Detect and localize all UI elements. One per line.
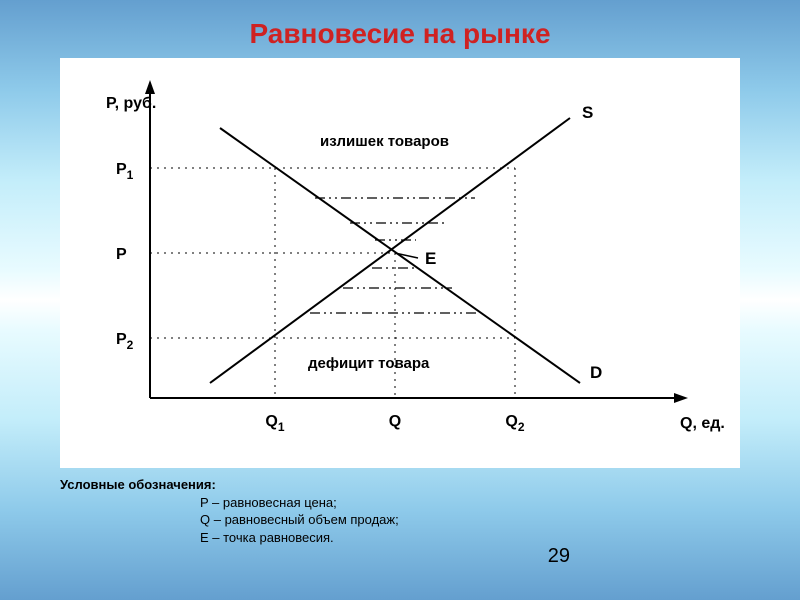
svg-text:Q1: Q1 [265, 413, 284, 434]
legend-line: Q – равновесный объем продаж; [200, 511, 800, 529]
slide-title: Равновесие на рынке [0, 0, 800, 50]
y-axis-label: P, руб. [106, 95, 156, 112]
equilibrium-chart: P, руб. Q, ед. S D E излишек товаров деф… [60, 58, 740, 468]
supply-line [210, 118, 570, 383]
page-number: 29 [548, 545, 570, 568]
svg-text:P2: P2 [116, 331, 134, 352]
y-ticks: P1 P P2 [116, 161, 134, 352]
legend-line: E – точка равновесия. [200, 529, 800, 547]
x-axis-label: Q, ед. [680, 415, 725, 432]
supply-label: S [582, 103, 593, 122]
x-ticks: Q1 Q Q2 [265, 413, 524, 434]
demand-label: D [590, 363, 602, 382]
legend: Условные обозначения: P – равновесная це… [60, 476, 800, 546]
surplus-label: излишек товаров [320, 133, 449, 150]
demand-line [220, 128, 580, 383]
equilibrium-label: E [425, 249, 436, 268]
svg-text:Q: Q [389, 413, 401, 430]
svg-text:P1: P1 [116, 161, 134, 182]
svg-text:Q2: Q2 [505, 413, 524, 434]
svg-text:P: P [116, 246, 127, 263]
deficit-label: дефицит товара [308, 355, 430, 372]
legend-heading: Условные обозначения: [60, 476, 800, 494]
legend-line: P – равновесная цена; [200, 494, 800, 512]
